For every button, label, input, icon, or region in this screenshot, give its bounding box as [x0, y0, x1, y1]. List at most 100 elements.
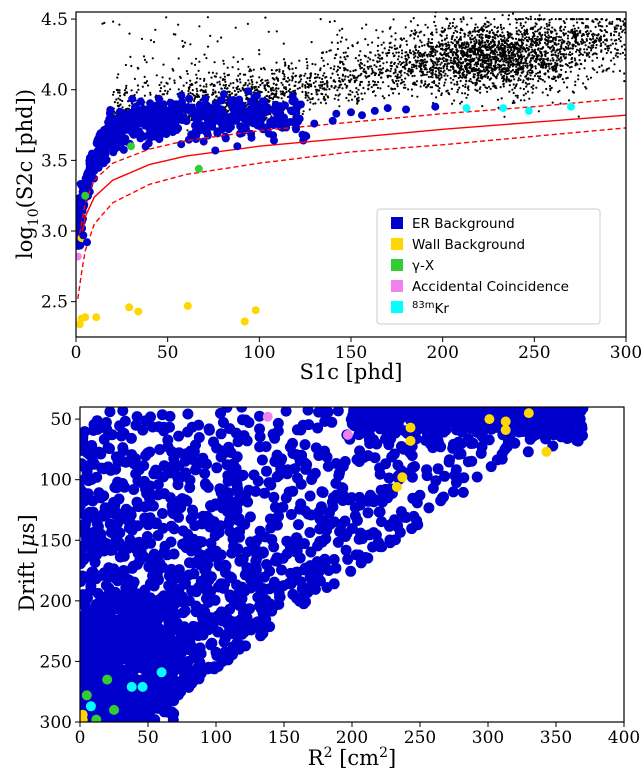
background-event-dot — [452, 71, 455, 74]
background-event-dot — [306, 77, 309, 80]
legend-label-gamma-x: γ-X — [412, 258, 434, 274]
background-event-dot — [409, 34, 412, 37]
background-event-dot — [482, 56, 485, 59]
background-event-dot — [515, 26, 518, 29]
background-event-dot — [524, 33, 527, 36]
background-event-dot — [619, 40, 622, 43]
background-event-dot — [403, 71, 406, 74]
background-event-dot — [288, 91, 292, 94]
background-event-dot — [357, 88, 360, 91]
background-event-dot — [451, 25, 454, 28]
background-event-dot — [282, 70, 285, 73]
background-event-dot — [506, 60, 510, 63]
background-event-dot — [471, 82, 474, 85]
background-event-dot — [422, 52, 425, 55]
background-event-dot — [258, 76, 261, 79]
background-event-dot — [614, 42, 618, 45]
background-event-dot — [187, 92, 190, 96]
background-event-dot — [421, 60, 424, 64]
background-event-dot — [536, 75, 540, 78]
background-event-dot — [617, 34, 621, 37]
background-event-dot — [309, 76, 312, 79]
background-event-dot — [311, 62, 314, 66]
er-background-point — [256, 454, 268, 466]
background-event-dot — [414, 31, 417, 34]
background-event-dot — [390, 46, 393, 49]
er-background-point — [90, 167, 99, 176]
background-event-dot — [529, 18, 533, 21]
background-event-dot — [476, 34, 479, 37]
background-event-dot — [130, 102, 133, 105]
background-event-dot — [470, 17, 473, 20]
background-event-dot — [438, 82, 441, 85]
background-event-dot — [206, 16, 209, 19]
er-background-outliers-point — [402, 105, 410, 114]
background-event-dot — [288, 88, 292, 91]
background-event-dot — [499, 34, 502, 38]
background-event-dot — [528, 71, 532, 74]
background-event-dot — [417, 35, 420, 38]
background-event-dot — [401, 65, 404, 69]
background-event-dot — [294, 66, 297, 70]
background-event-dot — [187, 90, 190, 93]
background-event-dot — [251, 80, 254, 84]
background-event-dot — [402, 37, 406, 40]
background-event-dot — [330, 85, 333, 88]
background-event-dot — [435, 66, 438, 69]
background-event-dot — [407, 56, 410, 59]
background-event-dot — [586, 33, 589, 36]
background-event-dot — [489, 87, 492, 90]
background-event-dot — [469, 63, 472, 66]
background-event-dot — [116, 101, 119, 104]
background-event-dot — [270, 88, 274, 92]
background-event-dot — [377, 73, 380, 76]
background-event-dot — [389, 61, 393, 64]
background-event-dot — [460, 65, 463, 68]
background-event-dot — [485, 59, 489, 62]
background-event-dot — [143, 81, 146, 84]
background-event-dot — [514, 41, 517, 44]
background-event-dot — [431, 33, 434, 37]
background-event-dot — [199, 89, 202, 92]
background-event-dot — [468, 65, 471, 68]
er-background-point — [345, 565, 357, 577]
background-event-dot — [454, 26, 457, 29]
background-event-dot — [526, 83, 529, 86]
background-event-dot — [231, 66, 234, 69]
background-event-dot — [130, 64, 133, 68]
background-event-dot — [576, 21, 579, 24]
background-event-dot — [577, 49, 581, 52]
background-event-dot — [504, 53, 507, 56]
background-event-dot — [623, 72, 626, 75]
background-event-dot — [514, 55, 517, 58]
background-event-dot — [193, 63, 197, 66]
background-event-dot — [575, 50, 578, 53]
background-event-dot — [571, 37, 574, 40]
background-event-dot — [485, 73, 488, 76]
background-event-dot — [506, 48, 509, 52]
background-event-dot — [436, 50, 439, 53]
background-event-dot — [234, 26, 237, 29]
background-event-dot — [522, 70, 525, 73]
background-event-dot — [422, 65, 426, 68]
background-event-dot — [374, 54, 377, 57]
background-event-dot — [422, 62, 425, 65]
background-event-dot — [576, 41, 579, 44]
wall-background-point — [81, 313, 90, 322]
background-event-dot — [264, 89, 267, 92]
background-event-dot — [320, 56, 323, 60]
x-point — [194, 164, 203, 173]
background-event-dot — [436, 63, 439, 66]
legend-label-er-background: ER Background — [412, 216, 515, 232]
background-event-dot — [535, 60, 538, 64]
background-event-dot — [485, 67, 488, 70]
background-event-dot — [273, 72, 276, 75]
background-event-dot — [478, 58, 481, 62]
background-event-dot — [605, 39, 609, 42]
background-event-dot — [489, 77, 493, 80]
background-event-dot — [466, 71, 469, 74]
background-event-dot — [501, 14, 504, 17]
background-event-dot — [119, 98, 122, 101]
background-event-dot — [434, 24, 437, 27]
background-event-dot — [553, 36, 557, 40]
